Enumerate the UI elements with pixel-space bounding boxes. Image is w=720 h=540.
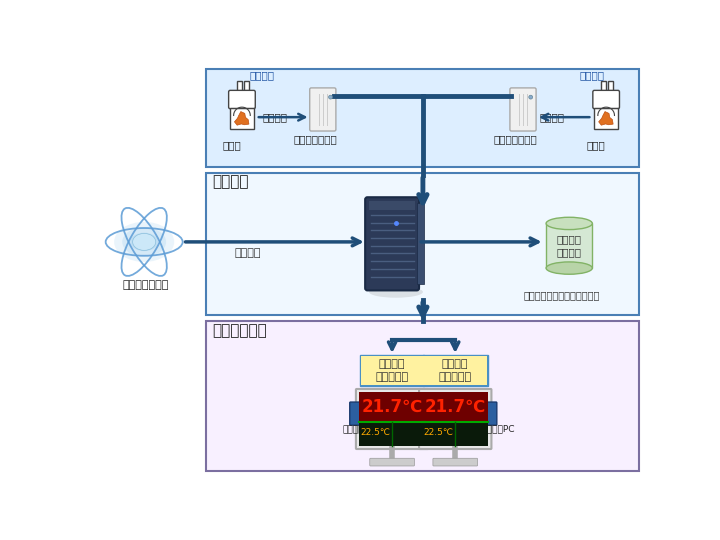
FancyBboxPatch shape <box>419 389 492 449</box>
FancyBboxPatch shape <box>422 392 488 422</box>
Text: 温度情報受信機: 温度情報受信機 <box>294 134 337 144</box>
Polygon shape <box>598 112 613 125</box>
Ellipse shape <box>369 286 423 298</box>
FancyBboxPatch shape <box>422 392 488 446</box>
FancyBboxPatch shape <box>359 392 426 422</box>
Text: 温度情報受信機: 温度情報受信機 <box>494 134 538 144</box>
Polygon shape <box>235 112 249 125</box>
Text: 天気情報: 天気情報 <box>557 247 582 257</box>
Text: 21.7℃: 21.7℃ <box>361 397 423 416</box>
Text: 22.5℃: 22.5℃ <box>423 428 454 437</box>
FancyBboxPatch shape <box>356 389 428 449</box>
Text: 温度計: 温度計 <box>587 140 606 150</box>
Text: ボイラー: ボイラー <box>250 71 274 80</box>
FancyBboxPatch shape <box>546 224 593 268</box>
Text: ウェブサービス: ウェブサービス <box>122 280 169 290</box>
Bar <box>237 81 242 93</box>
FancyBboxPatch shape <box>361 356 423 385</box>
Ellipse shape <box>546 217 593 230</box>
Bar <box>601 81 606 93</box>
Ellipse shape <box>122 227 166 256</box>
Ellipse shape <box>546 262 593 274</box>
FancyBboxPatch shape <box>423 356 487 385</box>
Text: 温度情報: 温度情報 <box>557 234 582 245</box>
Text: サーバー: サーバー <box>212 174 248 190</box>
FancyBboxPatch shape <box>433 458 477 466</box>
FancyBboxPatch shape <box>350 402 365 425</box>
Ellipse shape <box>328 95 333 99</box>
FancyBboxPatch shape <box>229 90 256 109</box>
Text: スティックPC: スティックPC <box>477 424 516 433</box>
Ellipse shape <box>132 233 156 251</box>
Bar <box>244 81 249 93</box>
Text: スティックPC: スティックPC <box>343 424 382 433</box>
Text: 温度計: 温度計 <box>222 140 241 150</box>
FancyBboxPatch shape <box>360 355 425 386</box>
FancyBboxPatch shape <box>422 422 488 446</box>
Text: 22.5℃: 22.5℃ <box>361 428 390 437</box>
Text: 21.7℃: 21.7℃ <box>425 397 486 416</box>
Polygon shape <box>239 116 245 121</box>
Text: クライアント: クライアント <box>212 323 266 338</box>
Text: ボイラー: ボイラー <box>580 71 605 80</box>
Text: 情報表示
グラフ表示: 情報表示 グラフ表示 <box>438 359 472 382</box>
FancyBboxPatch shape <box>423 355 487 386</box>
FancyBboxPatch shape <box>206 69 639 167</box>
FancyBboxPatch shape <box>510 88 536 131</box>
FancyBboxPatch shape <box>417 204 425 284</box>
FancyBboxPatch shape <box>230 108 253 129</box>
Text: 温度情報: 温度情報 <box>263 112 288 122</box>
FancyBboxPatch shape <box>595 108 618 129</box>
Text: 情報表示
グラフ表示: 情報表示 グラフ表示 <box>376 359 409 382</box>
Text: 天気情報: 天気情報 <box>234 248 261 258</box>
FancyBboxPatch shape <box>310 88 336 131</box>
Text: 温度情報: 温度情報 <box>540 112 565 122</box>
FancyBboxPatch shape <box>359 392 426 446</box>
Text: 温度・天気情報を蓄積・保持: 温度・天気情報を蓄積・保持 <box>523 291 600 300</box>
FancyBboxPatch shape <box>370 458 415 466</box>
Ellipse shape <box>130 233 158 251</box>
Polygon shape <box>603 116 609 121</box>
FancyBboxPatch shape <box>206 173 639 315</box>
Bar <box>608 81 613 93</box>
FancyBboxPatch shape <box>206 321 639 471</box>
Ellipse shape <box>528 95 533 99</box>
FancyBboxPatch shape <box>482 402 497 425</box>
FancyBboxPatch shape <box>359 422 426 446</box>
FancyBboxPatch shape <box>593 90 619 109</box>
FancyBboxPatch shape <box>369 201 415 211</box>
FancyBboxPatch shape <box>365 197 419 291</box>
Ellipse shape <box>114 222 174 262</box>
